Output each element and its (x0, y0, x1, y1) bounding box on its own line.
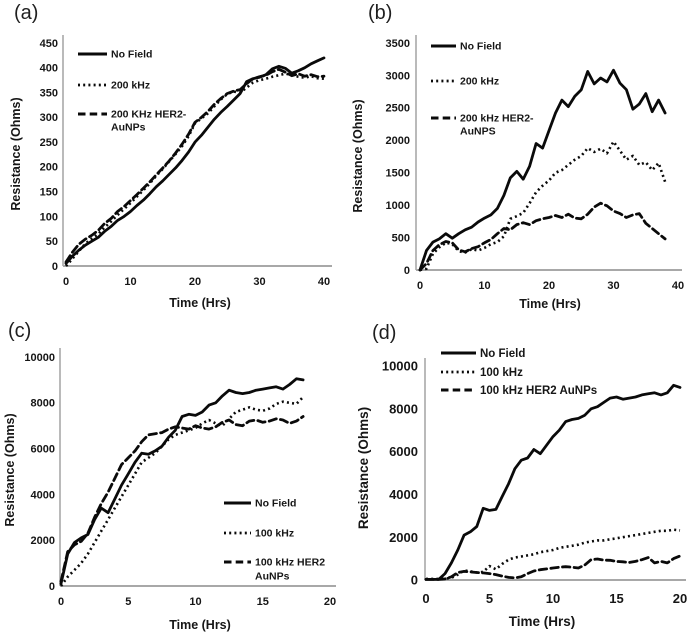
series-100-khz (426, 528, 681, 581)
y-tick-label: 4000 (389, 487, 418, 502)
y-tick-label: 2500 (386, 103, 410, 115)
y-tick-label: 50 (46, 236, 58, 248)
y-axis-title: Resistance (Ohms) (351, 99, 365, 212)
x-axis-title: Time (Hrs) (509, 614, 576, 629)
y-tick-label: 10000 (24, 352, 55, 364)
x-tick-label: 0 (58, 596, 64, 608)
panel-c-label: (c) (8, 320, 32, 342)
y-tick-label: 500 (392, 232, 410, 244)
series-no-field (424, 383, 682, 581)
legend-label: AuNPS (460, 126, 496, 138)
panel-b-chart: 0 500 1000 1500 2000 2500 3000 3500 0 10 20 30 40 Tim… (351, 35, 684, 311)
y-tick-label: 8000 (31, 398, 55, 410)
y-tick-label: 10000 (382, 359, 418, 374)
panel-a: 0 50 100 150 200 250 300 350 400 450 0 10 20 30 40 Time… (0, 0, 346, 318)
x-tick-label: 20 (324, 596, 336, 608)
x-tick-label: 0 (417, 280, 423, 292)
legend-label: 200 kHz (111, 80, 150, 92)
y-axis-title: Resistance (Ohms) (356, 407, 371, 529)
y-tick-label: 4000 (31, 489, 55, 501)
panel-d: 0 2000 4000 6000 8000 10000 0 5 10 15 20 Time (Hrs)… (346, 318, 693, 637)
x-tick-label: 20 (673, 591, 687, 606)
y-tick-label: 0 (49, 581, 55, 593)
y-axis-title: Resistance (Ohms) (3, 413, 17, 526)
series-100-khz-her2-aunps (59, 415, 305, 583)
y-tick-label: 100 (40, 211, 58, 223)
y-tick-label: 1000 (386, 200, 410, 212)
panel-a-chart: 0 50 100 150 200 250 300 350 400 450 0 10 20 30 40 Time… (9, 35, 332, 310)
panel-b-label: (b) (368, 2, 393, 24)
x-tick-label: 5 (125, 596, 131, 608)
x-tick-label: 20 (189, 276, 201, 288)
x-tick-label: 5 (486, 591, 493, 606)
legend-label: No Field (111, 49, 152, 61)
x-tick-label: 10 (478, 280, 490, 292)
series-100-khz (59, 396, 305, 587)
y-tick-label: 150 (40, 187, 58, 199)
y-tick-label: 2000 (386, 135, 410, 147)
panel-b: 0 500 1000 1500 2000 2500 3000 3500 0 10 20 30 40 Tim… (346, 0, 693, 318)
legend-label: 100 kHz (480, 367, 523, 379)
y-tick-label: 250 (40, 137, 58, 149)
legend-label: No Field (480, 348, 525, 360)
series-200-khz (65, 72, 325, 267)
x-tick-label: 10 (124, 276, 136, 288)
y-tick-label: 2000 (31, 535, 55, 547)
x-tick-label: 30 (253, 276, 265, 288)
x-tick-label: 40 (318, 276, 330, 288)
series-200-khz-her2-aunps (418, 201, 667, 272)
panel-c: 0 2000 4000 6000 8000 10000 0 5 10 15 20 Time (Hrs)… (0, 318, 346, 637)
x-axis-title: Time (Hrs) (169, 296, 231, 310)
y-axis-title: Resistance (Ohms) (9, 97, 23, 210)
legend-label: 100 kHz HER2 (255, 557, 325, 569)
legend-label: No Field (460, 41, 501, 53)
legend-label: 100 kHz HER2 AuNPs (480, 385, 597, 397)
y-tick-label: 200 (40, 162, 58, 174)
y-tick-label: 3500 (386, 38, 410, 50)
panel-a-label: (a) (14, 2, 39, 24)
legend-label: No Field (255, 498, 296, 510)
panel-d-chart: 0 2000 4000 6000 8000 10000 0 5 10 15 20 Time (Hrs)… (356, 348, 687, 629)
legend-label: 200 KHz HER2- (111, 109, 187, 121)
x-tick-label: 20 (543, 280, 555, 292)
y-tick-label: 6000 (389, 444, 418, 459)
y-tick-label: 1500 (386, 168, 410, 180)
series-no-field (59, 377, 305, 586)
x-tick-label: 10 (189, 596, 201, 608)
panel-d-label: (d) (372, 322, 397, 344)
series-no-field (418, 68, 667, 272)
y-tick-label: 6000 (31, 443, 55, 455)
panel-c-chart: 0 2000 4000 6000 8000 10000 0 5 10 15 20 Time (Hrs)… (3, 348, 336, 632)
legend-label: 200 kHz HER2- (460, 113, 534, 125)
x-axis-title: Time (Hrs) (519, 297, 581, 311)
x-tick-label: 10 (546, 591, 560, 606)
y-tick-label: 8000 (389, 401, 418, 416)
series-200-khz (419, 140, 667, 272)
x-tick-label: 15 (257, 596, 269, 608)
series-no-field (64, 56, 326, 265)
x-tick-label: 30 (607, 280, 619, 292)
y-tick-label: 300 (40, 112, 58, 124)
legend-label: 100 kHz (255, 528, 294, 540)
x-tick-label: 40 (672, 280, 684, 292)
legend-label: AuNPs (111, 122, 146, 134)
y-tick-label: 450 (40, 38, 58, 50)
y-tick-label: 400 (40, 63, 58, 75)
series-100-khz-her2-aunps (424, 554, 682, 581)
y-tick-label: 2000 (389, 530, 418, 545)
y-tick-label: 350 (40, 87, 58, 99)
x-tick-label: 0 (63, 276, 69, 288)
x-tick-label: 15 (609, 591, 623, 606)
legend-label: 200 kHz (460, 76, 499, 88)
x-tick-label: 0 (422, 591, 429, 606)
legend-label: AuNPs (255, 571, 290, 583)
x-axis-title: Time (Hrs) (169, 618, 231, 632)
series-200-khz-her2-aunps (64, 67, 326, 264)
y-tick-label: 0 (411, 573, 418, 588)
y-tick-label: 0 (404, 265, 410, 277)
y-tick-label: 3000 (386, 70, 410, 82)
y-tick-label: 0 (52, 261, 58, 273)
